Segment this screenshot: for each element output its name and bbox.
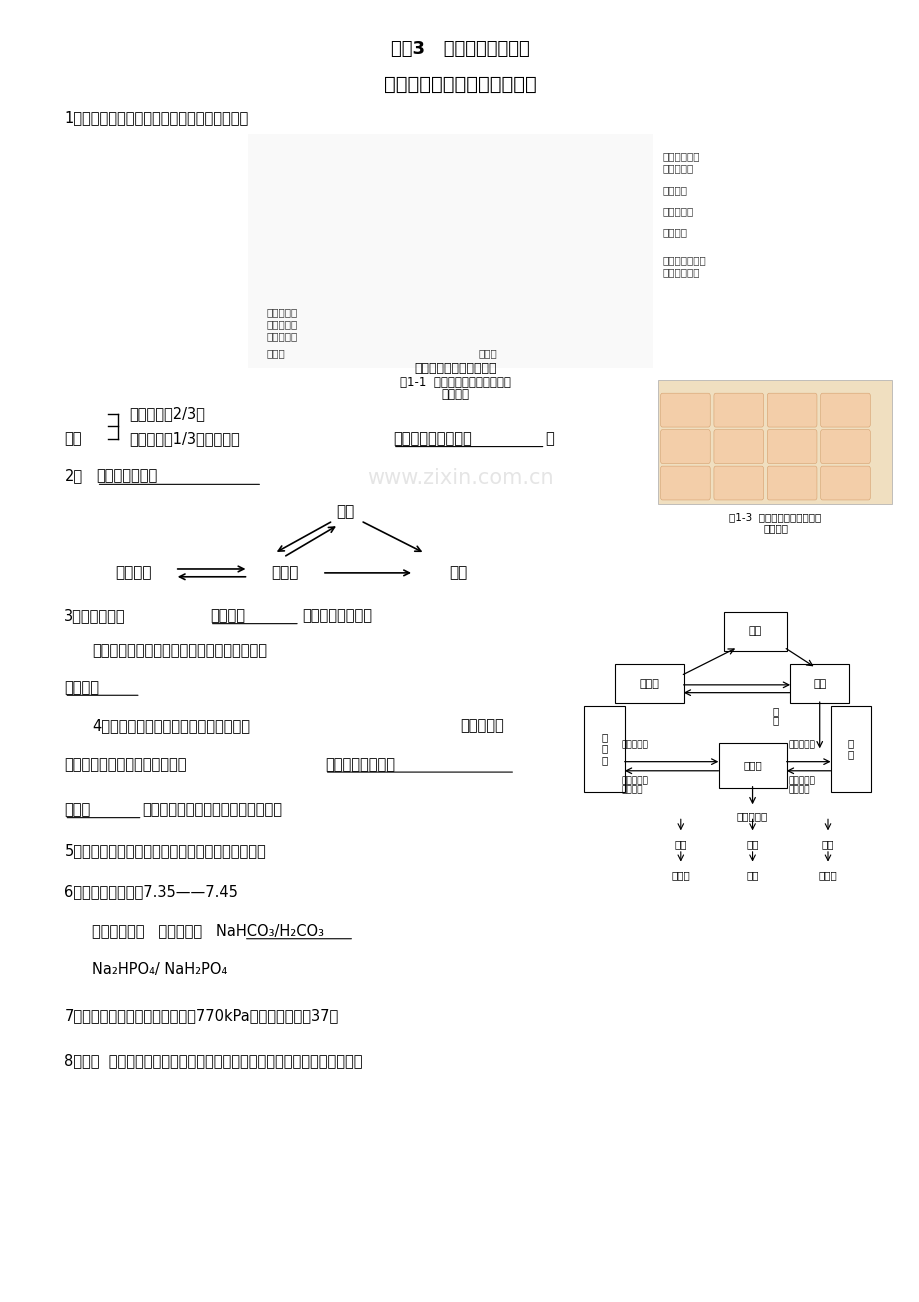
FancyBboxPatch shape <box>713 393 763 427</box>
Text: Na₂HPO₄/ NaH₂PO₄: Na₂HPO₄/ NaH₂PO₄ <box>92 962 227 978</box>
Text: 8、稳态  正常机体通过调节作用，使各个器官、系统协调活动、共同维持内: 8、稳态 正常机体通过调节作用，使各个器官、系统协调活动、共同维持内 <box>64 1053 362 1069</box>
FancyBboxPatch shape <box>830 706 870 792</box>
Text: 图1-1  组织液、血浆、淋巴液之: 图1-1 组织液、血浆、淋巴液之 <box>400 376 510 389</box>
Text: 血浆中含有较多的: 血浆中含有较多的 <box>324 756 394 772</box>
FancyBboxPatch shape <box>766 393 816 427</box>
Text: 例如: 例如 <box>821 838 834 849</box>
Text: 不完全相同，最主要的差别在于: 不完全相同，最主要的差别在于 <box>64 756 187 772</box>
FancyBboxPatch shape <box>713 430 763 464</box>
Text: 进入淋巴系统: 进入淋巴系统 <box>662 267 699 277</box>
Text: 二氧化碳、: 二氧化碳、 <box>621 777 648 785</box>
FancyBboxPatch shape <box>657 380 891 504</box>
FancyBboxPatch shape <box>615 664 683 703</box>
Text: 具体组成成分（特殊的）: 具体组成成分（特殊的） <box>414 362 496 375</box>
Text: 第一章：人体的内环境与稳态: 第一章：人体的内环境与稳态 <box>383 76 536 94</box>
Text: 二氧化碳、: 二氧化碳、 <box>788 777 814 785</box>
Text: 微静脉: 微静脉 <box>267 348 285 358</box>
Text: 血浆中的物质: 血浆中的物质 <box>662 151 699 161</box>
Text: 成: 成 <box>772 715 777 725</box>
Text: 体液之间关系：: 体液之间关系： <box>96 467 158 483</box>
Text: 必修3   稳态与环境知识点: 必修3 稳态与环境知识点 <box>391 40 528 59</box>
Text: 等: 等 <box>545 431 554 447</box>
Text: 血浆: 血浆 <box>335 504 354 519</box>
Text: 6、血浆中酸碱度：7.35——7.45: 6、血浆中酸碱度：7.35——7.45 <box>64 884 238 900</box>
Text: 物质返回血: 物质返回血 <box>267 319 298 329</box>
Text: 调节的试剂：   缓冲溶液：   NaHCO₃/H₂CO₃: 调节的试剂： 缓冲溶液： NaHCO₃/H₂CO₃ <box>92 923 323 939</box>
Text: 酸碱度: 酸碱度 <box>818 870 836 880</box>
Text: 的媒介。: 的媒介。 <box>64 680 99 695</box>
Text: 渗透压: 渗透压 <box>671 870 689 880</box>
FancyBboxPatch shape <box>820 430 869 464</box>
FancyBboxPatch shape <box>713 466 763 500</box>
Text: 细
胞: 细 胞 <box>847 738 853 759</box>
Text: 进入组织液: 进入组织液 <box>662 163 693 173</box>
Text: 氧气、养料: 氧气、养料 <box>788 741 814 749</box>
Text: 代谢废物: 代谢废物 <box>788 786 809 794</box>
Text: 内环境: 内环境 <box>743 760 761 771</box>
Text: 毛细血管: 毛细血管 <box>662 185 686 195</box>
Text: 内环境稳态: 内环境稳态 <box>736 811 767 822</box>
Text: 组织液: 组织液 <box>271 565 299 581</box>
Text: www.zixin.com.cn: www.zixin.com.cn <box>367 467 552 488</box>
FancyBboxPatch shape <box>789 664 848 703</box>
Text: 淋巴: 淋巴 <box>448 565 467 581</box>
Text: 构成的液体环境。: 构成的液体环境。 <box>301 608 371 624</box>
Text: ，而组织液和淋巴中蛋白质含量较少: ，而组织液和淋巴中蛋白质含量较少 <box>142 802 282 818</box>
Text: 1、体液：体内含有的大量以水为基础的物体。: 1、体液：体内含有的大量以水为基础的物体。 <box>64 109 248 125</box>
Text: 4、组织液、淋巴的成分和含量与血浆的: 4、组织液、淋巴的成分和含量与血浆的 <box>92 717 250 733</box>
FancyBboxPatch shape <box>248 134 652 368</box>
Text: 氧气、养料: 氧气、养料 <box>621 741 648 749</box>
Text: 组织细胞: 组织细胞 <box>662 227 686 237</box>
Text: 淋巴: 淋巴 <box>748 626 761 637</box>
Text: 相近，但又: 相近，但又 <box>460 717 504 733</box>
Text: 细胞外液（1/3）：包括：: 细胞外液（1/3）：包括： <box>129 431 239 447</box>
Text: 液循环系统: 液循环系统 <box>267 331 298 341</box>
Text: 组织液中的: 组织液中的 <box>267 307 298 318</box>
FancyBboxPatch shape <box>820 466 869 500</box>
Text: 外
环
境: 外 环 境 <box>601 732 607 766</box>
Text: 血浆: 血浆 <box>812 678 825 689</box>
Text: 细胞内液（2/3）: 细胞内液（2/3） <box>129 406 204 422</box>
Text: 微动脉: 微动脉 <box>478 348 496 358</box>
Text: 图1-3  细胞直接与内环境进行: 图1-3 细胞直接与内环境进行 <box>729 512 821 522</box>
Text: 细胞外液: 细胞外液 <box>210 608 244 624</box>
Text: 间的关系: 间的关系 <box>441 388 469 401</box>
Text: 血浆、淋巴、组织液: 血浆、淋巴、组织液 <box>392 431 471 447</box>
Text: 3、内环境：由: 3、内环境：由 <box>64 608 126 624</box>
Text: 例如: 例如 <box>674 838 686 849</box>
Text: 代谢废物: 代谢废物 <box>621 786 642 794</box>
FancyBboxPatch shape <box>660 430 709 464</box>
Text: 7、人体细胞外液正常的渗透压：770kPa、正常的温度：37度: 7、人体细胞外液正常的渗透压：770kPa、正常的温度：37度 <box>64 1008 338 1023</box>
FancyBboxPatch shape <box>766 466 816 500</box>
Text: 2、: 2、 <box>64 467 83 483</box>
Text: 5、细胞外液的理化性质：渗透压、酸碱度、温度。: 5、细胞外液的理化性质：渗透压、酸碱度、温度。 <box>64 842 266 858</box>
FancyBboxPatch shape <box>660 393 709 427</box>
Text: 蛋白质: 蛋白质 <box>64 802 91 818</box>
Text: 组: 组 <box>772 706 777 716</box>
Text: 温度: 温度 <box>745 870 758 880</box>
Text: 例如: 例如 <box>745 838 758 849</box>
Text: 体液: 体液 <box>64 431 82 447</box>
Text: 组织液: 组织液 <box>639 678 659 689</box>
Text: 物质交换: 物质交换 <box>762 523 788 534</box>
Text: 毛细淋巴管: 毛细淋巴管 <box>662 206 693 216</box>
FancyBboxPatch shape <box>660 466 709 500</box>
Text: 内环境作用：是细胞与外界环境进行物质交换: 内环境作用：是细胞与外界环境进行物质交换 <box>92 643 267 659</box>
FancyBboxPatch shape <box>718 743 786 788</box>
Text: 细胞内液: 细胞内液 <box>115 565 152 581</box>
FancyBboxPatch shape <box>820 393 869 427</box>
FancyBboxPatch shape <box>766 430 816 464</box>
FancyBboxPatch shape <box>723 612 786 651</box>
FancyBboxPatch shape <box>584 706 624 792</box>
Text: 组织液中的物质: 组织液中的物质 <box>662 255 706 266</box>
